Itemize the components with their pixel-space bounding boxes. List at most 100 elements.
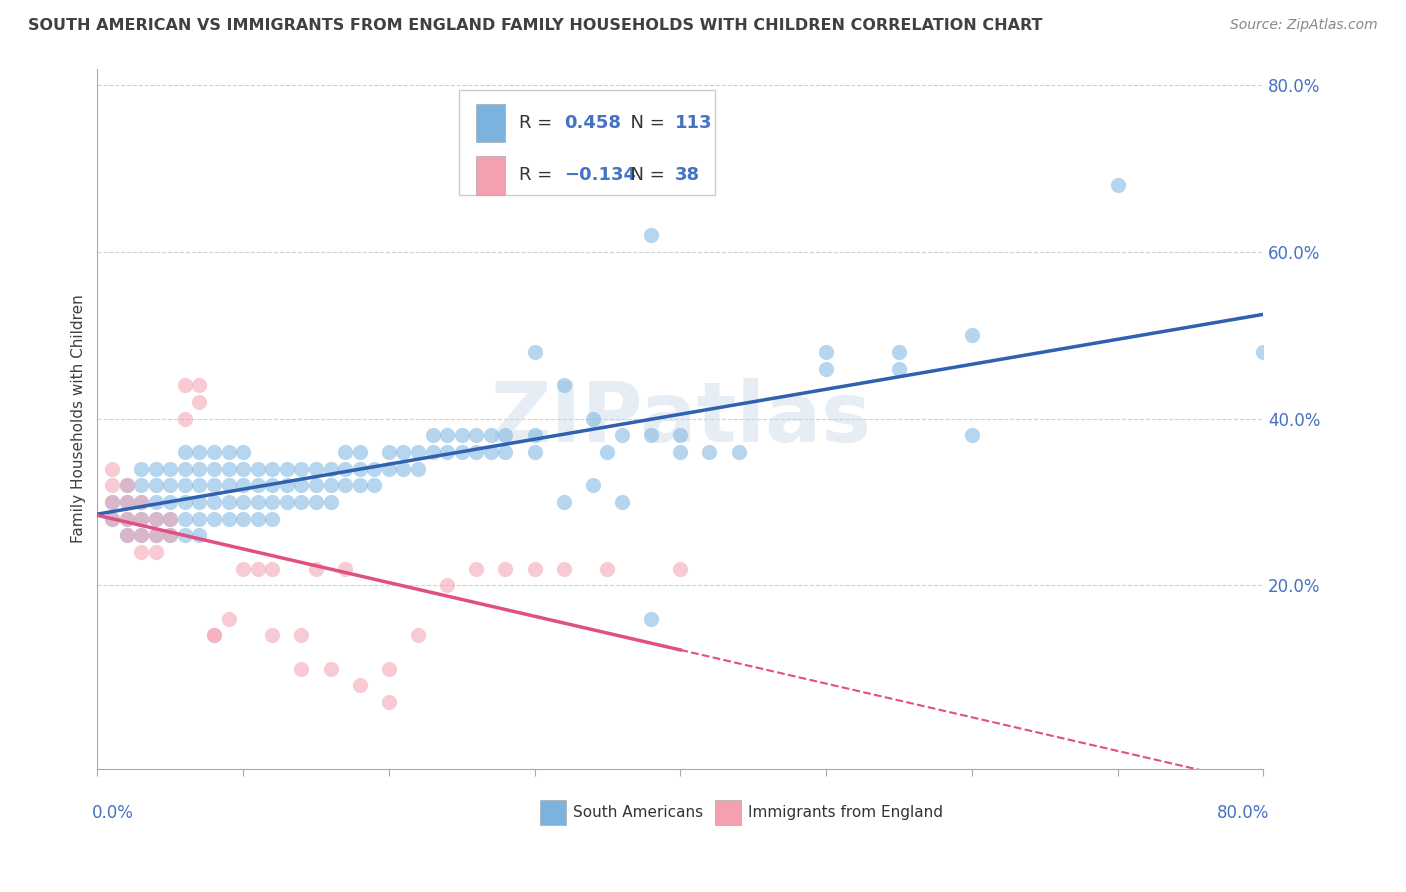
- Point: [378, 695, 401, 709]
- Point: [262, 628, 284, 642]
- Text: N =: N =: [619, 114, 671, 132]
- Point: [115, 511, 138, 525]
- Point: [232, 461, 254, 475]
- Point: [349, 461, 371, 475]
- Point: [523, 561, 546, 575]
- Point: [290, 495, 312, 509]
- Point: [173, 411, 195, 425]
- Point: [173, 378, 195, 392]
- FancyBboxPatch shape: [477, 156, 505, 194]
- Point: [319, 495, 342, 509]
- Point: [333, 445, 356, 459]
- Point: [129, 478, 152, 492]
- Point: [290, 478, 312, 492]
- Point: [202, 461, 225, 475]
- Point: [202, 445, 225, 459]
- Point: [129, 545, 152, 559]
- Point: [232, 495, 254, 509]
- Point: [319, 478, 342, 492]
- Point: [188, 528, 211, 542]
- Point: [145, 545, 167, 559]
- Point: [173, 511, 195, 525]
- Point: [465, 428, 488, 442]
- Point: [115, 528, 138, 542]
- Point: [479, 445, 502, 459]
- Point: [436, 428, 458, 442]
- FancyBboxPatch shape: [716, 800, 741, 824]
- Point: [815, 344, 838, 359]
- Point: [494, 428, 516, 442]
- Text: Immigrants from England: Immigrants from England: [748, 805, 943, 820]
- Text: ZIPatlas: ZIPatlas: [489, 378, 870, 459]
- Point: [553, 495, 575, 509]
- Point: [101, 511, 124, 525]
- Point: [436, 445, 458, 459]
- Point: [392, 445, 415, 459]
- Point: [582, 411, 605, 425]
- Point: [202, 511, 225, 525]
- Point: [101, 478, 124, 492]
- Point: [815, 361, 838, 376]
- Point: [246, 561, 269, 575]
- FancyBboxPatch shape: [477, 103, 505, 142]
- Point: [276, 478, 298, 492]
- Point: [129, 528, 152, 542]
- Point: [406, 461, 429, 475]
- Point: [406, 445, 429, 459]
- Text: N =: N =: [619, 166, 671, 185]
- Point: [349, 445, 371, 459]
- Point: [218, 611, 240, 625]
- Point: [218, 511, 240, 525]
- Point: [115, 495, 138, 509]
- Point: [145, 511, 167, 525]
- FancyBboxPatch shape: [458, 89, 716, 194]
- Point: [262, 561, 284, 575]
- Point: [887, 344, 910, 359]
- Point: [115, 478, 138, 492]
- Point: [582, 478, 605, 492]
- Point: [553, 378, 575, 392]
- Point: [406, 628, 429, 642]
- Point: [669, 445, 692, 459]
- Point: [305, 495, 328, 509]
- Y-axis label: Family Households with Children: Family Households with Children: [72, 294, 86, 543]
- Point: [450, 445, 472, 459]
- Point: [145, 495, 167, 509]
- Point: [188, 478, 211, 492]
- Point: [887, 361, 910, 376]
- Point: [145, 511, 167, 525]
- Text: 0.0%: 0.0%: [91, 804, 134, 822]
- Point: [262, 511, 284, 525]
- Text: R =: R =: [519, 166, 558, 185]
- Point: [101, 495, 124, 509]
- Point: [640, 611, 662, 625]
- Point: [290, 661, 312, 675]
- Point: [290, 628, 312, 642]
- Point: [465, 445, 488, 459]
- Point: [727, 445, 749, 459]
- Point: [960, 428, 983, 442]
- Point: [101, 511, 124, 525]
- Point: [378, 661, 401, 675]
- Point: [159, 528, 181, 542]
- Point: [159, 511, 181, 525]
- Point: [669, 561, 692, 575]
- Point: [246, 461, 269, 475]
- Point: [523, 344, 546, 359]
- Point: [333, 461, 356, 475]
- Text: SOUTH AMERICAN VS IMMIGRANTS FROM ENGLAND FAMILY HOUSEHOLDS WITH CHILDREN CORREL: SOUTH AMERICAN VS IMMIGRANTS FROM ENGLAN…: [28, 18, 1043, 33]
- Text: R =: R =: [519, 114, 558, 132]
- Point: [159, 528, 181, 542]
- Point: [202, 478, 225, 492]
- Point: [145, 461, 167, 475]
- Point: [610, 428, 633, 442]
- Point: [349, 678, 371, 692]
- Point: [232, 445, 254, 459]
- Point: [422, 428, 444, 442]
- Point: [145, 478, 167, 492]
- Point: [232, 478, 254, 492]
- Point: [392, 461, 415, 475]
- Point: [159, 461, 181, 475]
- Point: [305, 461, 328, 475]
- Point: [436, 578, 458, 592]
